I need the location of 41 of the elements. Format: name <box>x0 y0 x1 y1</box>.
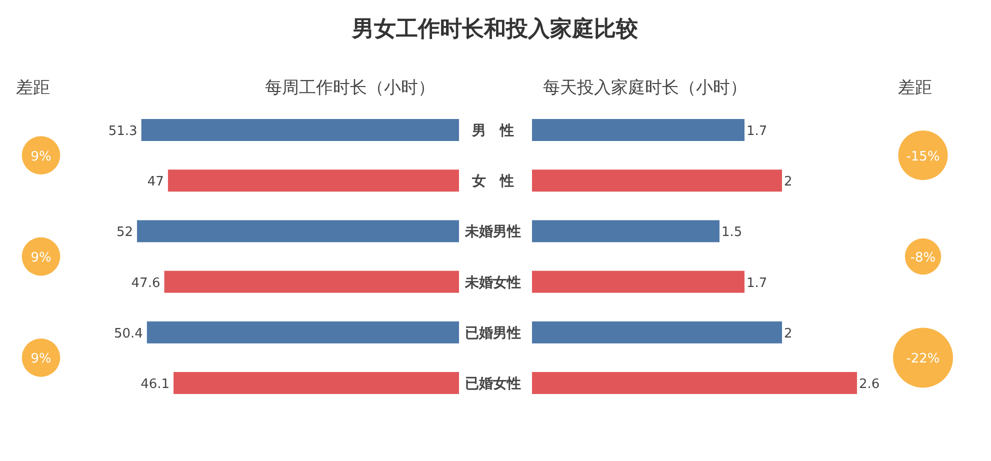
data-label: 1.5 <box>722 225 742 240</box>
data-label: 1.7 <box>746 276 768 291</box>
data-label: 9% <box>30 352 52 367</box>
x-axis-title: 每周工作时长（小时） <box>265 78 435 98</box>
data-label: 47 <box>147 174 164 190</box>
data-label: 1.7 <box>746 124 768 139</box>
bar <box>532 170 782 192</box>
y-tick-label: 未婚女性 <box>464 274 521 291</box>
bar <box>168 170 459 192</box>
data-label: 2 <box>784 174 792 190</box>
bar <box>141 119 459 141</box>
data-label: 51.3 <box>108 124 138 139</box>
bar <box>137 220 459 242</box>
text: 差距 <box>16 78 50 98</box>
y-tick-label: 已婚女性 <box>465 376 521 392</box>
data-label: -8% <box>910 250 936 266</box>
data-label: 46.1 <box>140 377 170 392</box>
y-tick-label: 未婚男性 <box>464 224 521 240</box>
text: 差距 <box>898 78 932 98</box>
data-label: -22% <box>906 352 940 367</box>
data-label: 2.6 <box>859 377 880 392</box>
data-label: 52 <box>116 225 133 240</box>
data-label: 9% <box>30 250 52 266</box>
bar <box>532 270 744 293</box>
y-tick-label: 男 性 <box>471 123 514 139</box>
y-tick-label: 女 性 <box>471 174 514 190</box>
x-axis-title: 每天投入家庭时长（小时） <box>543 78 747 98</box>
bar <box>532 372 857 394</box>
data-label: 47.6 <box>131 276 160 291</box>
bar <box>532 220 720 242</box>
bar <box>146 321 459 344</box>
bar <box>532 119 744 141</box>
data-label: 2 <box>784 326 792 342</box>
y-tick-label: 已婚男性 <box>465 325 521 342</box>
data-label: 9% <box>30 149 52 164</box>
chart-title: 男女工作时长和投入家庭比较 <box>351 16 639 42</box>
bar <box>164 270 459 293</box>
data-label: 50.4 <box>114 326 143 342</box>
bar <box>174 372 459 394</box>
bar <box>532 321 782 344</box>
data-label: -15% <box>906 149 940 164</box>
